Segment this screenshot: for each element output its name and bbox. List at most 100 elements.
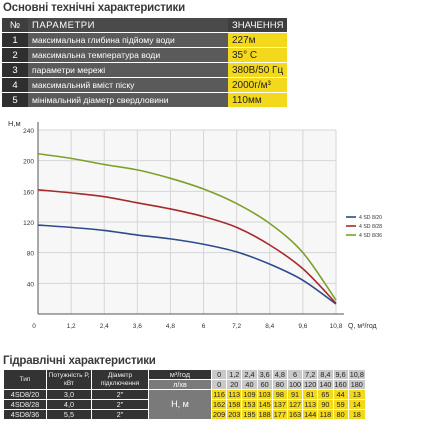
- x-tick-label: 2,4: [100, 323, 109, 330]
- specs-row-value: 110мм: [228, 93, 288, 107]
- x-tick-label: 6: [202, 323, 206, 330]
- hydro-type: 4SD8/28: [4, 400, 46, 409]
- specs-header-no: №: [2, 18, 28, 32]
- legend-label: 4 SD 8/20: [359, 215, 382, 221]
- hydro-col-power: Потужність Р, кВт: [47, 370, 91, 389]
- y-tick-label: 200: [23, 159, 34, 166]
- specs-header-row: № ПАРАМЕТРИ ЗНАЧЕННЯ: [2, 18, 288, 32]
- specs-row: 3 параметри мережі 380В/50 Гц: [2, 63, 288, 77]
- hydro-h: 113: [227, 390, 242, 399]
- hydro-q-lmin: 60: [257, 380, 272, 389]
- hydro-h: 14: [348, 400, 365, 409]
- hydro-q-lmin: 140: [318, 380, 333, 389]
- hydro-h: 113: [303, 400, 318, 409]
- hydro-h: 59: [333, 400, 348, 409]
- hydro-q-lmin: 120: [303, 380, 318, 389]
- hydro-q-m3h: 2,4: [242, 370, 257, 379]
- hydro-q-lmin: 40: [242, 380, 257, 389]
- hydro-type: 4SD8/36: [4, 410, 46, 419]
- hydro-h: 65: [318, 390, 333, 399]
- hydro-q-m3h: 8,4: [318, 370, 333, 379]
- x-tick-label: 4,8: [166, 323, 175, 330]
- specs-row-value: 380В/50 Гц: [228, 63, 288, 77]
- hydro-h: 203: [227, 410, 242, 419]
- hydro-power: 3,0: [47, 390, 91, 399]
- specs-row-value: 2000г/м³: [228, 78, 288, 92]
- y-tick-label: 120: [23, 220, 34, 227]
- y-tick-label: 80: [27, 251, 35, 258]
- specs-row-no: 4: [2, 78, 28, 92]
- hydro-row: 4SD8/20 3,0 2" H, м 116 113 109 103 98 9…: [4, 390, 365, 419]
- hydro-flow-lmin-label: л/хв: [149, 380, 211, 389]
- hydro-h: 103: [257, 390, 272, 399]
- hydro-q-m3h: 9,6: [333, 370, 348, 379]
- hydro-diam: 2": [92, 410, 148, 419]
- hydro-h: 91: [287, 390, 303, 399]
- specs-row-no: 2: [2, 48, 28, 62]
- hydro-h: 137: [272, 400, 287, 409]
- x-axis-label: Q, м³/год: [348, 323, 377, 330]
- hydro-q-lmin: 20: [227, 380, 242, 389]
- specs-header-param: ПАРАМЕТРИ: [28, 18, 228, 32]
- hydro-diam: 2": [92, 400, 148, 409]
- x-tick-label: 1,2: [67, 323, 76, 330]
- hydro-type: 4SD8/20: [4, 390, 46, 399]
- series-line: [37, 189, 337, 304]
- series-line: [37, 152, 337, 301]
- hydro-header-row: Тип Потужність Р, кВт Діаметр підключенн…: [4, 370, 365, 389]
- x-tick-label: 9,6: [298, 323, 307, 330]
- specs-row-param: максимальний вміст піску: [28, 78, 228, 92]
- specs-header-value: ЗНАЧЕННЯ: [228, 18, 288, 32]
- hydro-h: 127: [287, 400, 303, 409]
- y-tick-label: 240: [23, 128, 34, 135]
- hydro-q-m3h: 7,2: [303, 370, 318, 379]
- hydro-h: 209: [212, 410, 227, 419]
- hydro-h: 44: [333, 390, 348, 399]
- hydro-h: 163: [287, 410, 303, 419]
- hydro-row: 4SD8/28 4,0 2" 162 158 153 145 137 127 1…: [4, 400, 365, 409]
- specs-heading: Основні технічні характеристики: [3, 2, 185, 14]
- specs-row-param: параметри мережі: [28, 63, 228, 77]
- hydro-q-m3h: 10,8: [348, 370, 365, 379]
- specs-row-value: 35° С: [228, 48, 288, 62]
- x-tick-label: 7,2: [232, 323, 241, 330]
- hydro-h: 188: [257, 410, 272, 419]
- specs-row-param: мінімальний діаметр свердловини: [28, 93, 228, 107]
- hydro-h: 145: [257, 400, 272, 409]
- hydro-q-lmin: 100: [287, 380, 303, 389]
- hydro-h: 144: [303, 410, 318, 419]
- specs-table: № ПАРАМЕТРИ ЗНАЧЕННЯ 1 максимальна глиби…: [2, 17, 288, 108]
- specs-row-no: 5: [2, 93, 28, 107]
- y-tick-label: 160: [23, 189, 34, 196]
- hydro-col-type: Тип: [4, 370, 46, 389]
- hydro-h: 90: [318, 400, 333, 409]
- hydro-col-diam: Діаметр підключення: [92, 370, 148, 389]
- hydro-h: 116: [212, 390, 227, 399]
- hydro-q-m3h: 0: [212, 370, 227, 379]
- hydro-subheader-row: л/хв 0 20 40 60 80 100 120 140 160 180: [4, 380, 365, 389]
- hydro-q-lmin: 80: [272, 380, 287, 389]
- x-tick-label: 8,4: [265, 323, 274, 330]
- x-tick-label: 0: [32, 323, 36, 330]
- specs-row: 4 максимальний вміст піску 2000г/м³: [2, 78, 288, 92]
- hydro-head-label: H, м: [149, 390, 211, 419]
- specs-row-value: 227м: [228, 33, 288, 47]
- hydro-table: Тип Потужність Р, кВт Діаметр підключенн…: [3, 369, 366, 420]
- hydro-row: 4SD8/36 5,5 2" 209 203 195 188 177 163 1…: [4, 410, 365, 419]
- hydro-q-m3h: 3,6: [257, 370, 272, 379]
- hydro-q-m3h: 1,2: [227, 370, 242, 379]
- x-tick-label: 3,6: [133, 323, 142, 330]
- specs-row: 1 максимальна глибина підйому води 227м: [2, 33, 288, 47]
- hydro-h: 80: [333, 410, 348, 419]
- hydro-q-lmin: 0: [212, 380, 227, 389]
- hydro-h: 153: [242, 400, 257, 409]
- specs-row-param: максимальна глибина підйому води: [28, 33, 228, 47]
- hydro-h: 81: [303, 390, 318, 399]
- performance-chart: 40 80 120 160 200 240 0 1,2 2,4 3,6 4,8 6 7,2 8,4 9,6 1…: [8, 119, 382, 330]
- y-tick-label: 40: [27, 281, 35, 288]
- legend-label: 4 SD 8/36: [359, 233, 382, 239]
- specs-row: 2 максимальна температура води 35° С: [2, 48, 288, 62]
- hydro-power: 4,0: [47, 400, 91, 409]
- hydro-q-lmin: 180: [348, 380, 365, 389]
- hydro-q-m3h: 4,8: [272, 370, 287, 379]
